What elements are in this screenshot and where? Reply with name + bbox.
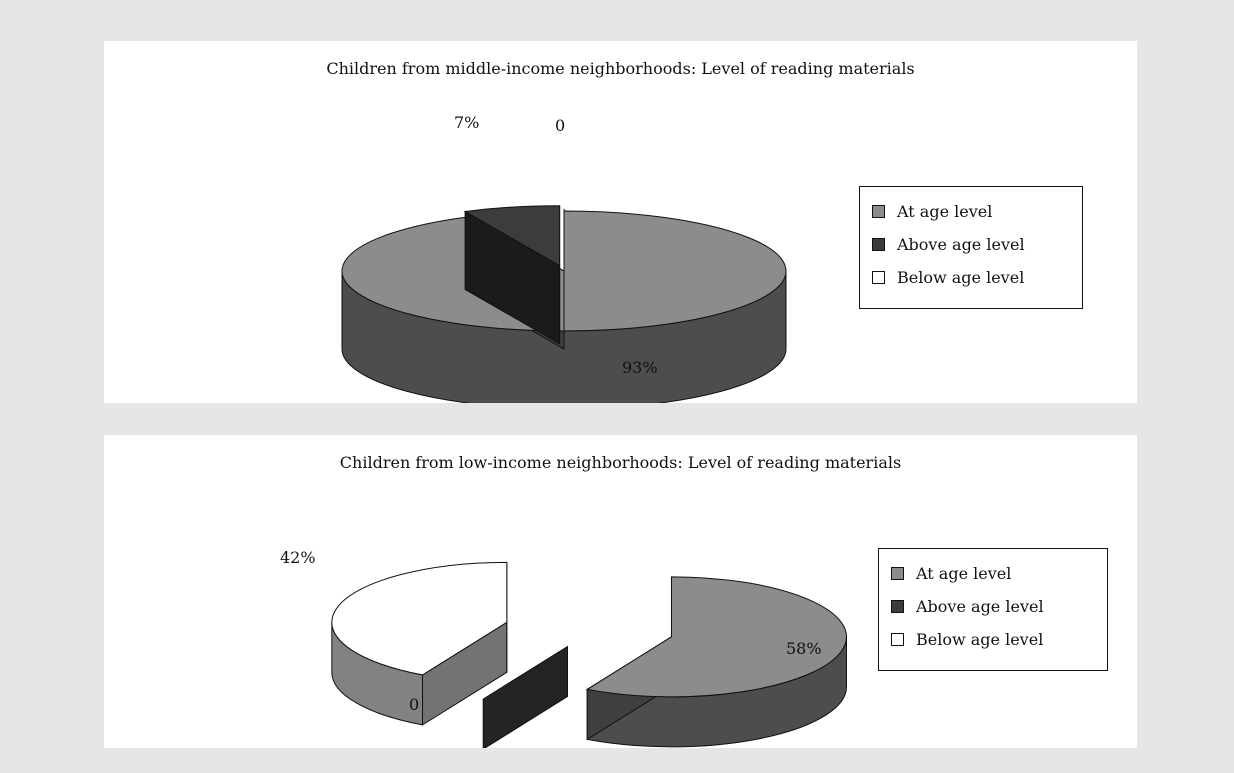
chart-panel-low-income: Children from low-income neighborhoods: … bbox=[104, 435, 1137, 748]
legend-item: Above age level bbox=[891, 590, 1093, 623]
data-label: 42% bbox=[280, 548, 316, 567]
legend-label: At age level bbox=[897, 202, 993, 221]
pie-slice bbox=[331, 561, 508, 726]
legend-swatch bbox=[872, 271, 885, 284]
chart-legend: At age level Above age level Below age l… bbox=[878, 548, 1108, 671]
legend-item: At age level bbox=[872, 195, 1068, 228]
chart-panel-middle-income: Children from middle-income neighborhood… bbox=[104, 41, 1137, 403]
legend-swatch bbox=[872, 238, 885, 251]
legend-item: Below age level bbox=[891, 623, 1093, 656]
legend-label: Above age level bbox=[897, 235, 1025, 254]
data-label: 0 bbox=[409, 695, 419, 714]
legend-label: Below age level bbox=[897, 268, 1025, 287]
legend-item: Below age level bbox=[872, 261, 1068, 294]
pie-slice bbox=[463, 205, 561, 345]
chart-title: Children from middle-income neighborhood… bbox=[326, 59, 915, 78]
legend-swatch bbox=[872, 205, 885, 218]
data-label: 7% bbox=[454, 113, 479, 132]
legend-swatch bbox=[891, 633, 904, 646]
pie-chart: 58% 0 42% bbox=[280, 548, 847, 748]
legend-swatch bbox=[891, 567, 904, 580]
data-label: 93% bbox=[622, 358, 658, 377]
legend-label: Above age level bbox=[916, 597, 1044, 616]
legend-label: At age level bbox=[916, 564, 1012, 583]
data-label: 0 bbox=[555, 116, 565, 135]
data-label: 58% bbox=[786, 639, 822, 658]
chart-legend: At age level Above age level Below age l… bbox=[859, 186, 1083, 309]
legend-item: Above age level bbox=[872, 228, 1068, 261]
pie-slice bbox=[585, 576, 847, 748]
pie-chart: 93% 7% 0 bbox=[341, 113, 787, 403]
pie-slice bbox=[482, 645, 569, 748]
legend-swatch bbox=[891, 600, 904, 613]
legend-label: Below age level bbox=[916, 630, 1044, 649]
legend-item: At age level bbox=[891, 557, 1093, 590]
chart-title: Children from low-income neighborhoods: … bbox=[339, 453, 902, 472]
